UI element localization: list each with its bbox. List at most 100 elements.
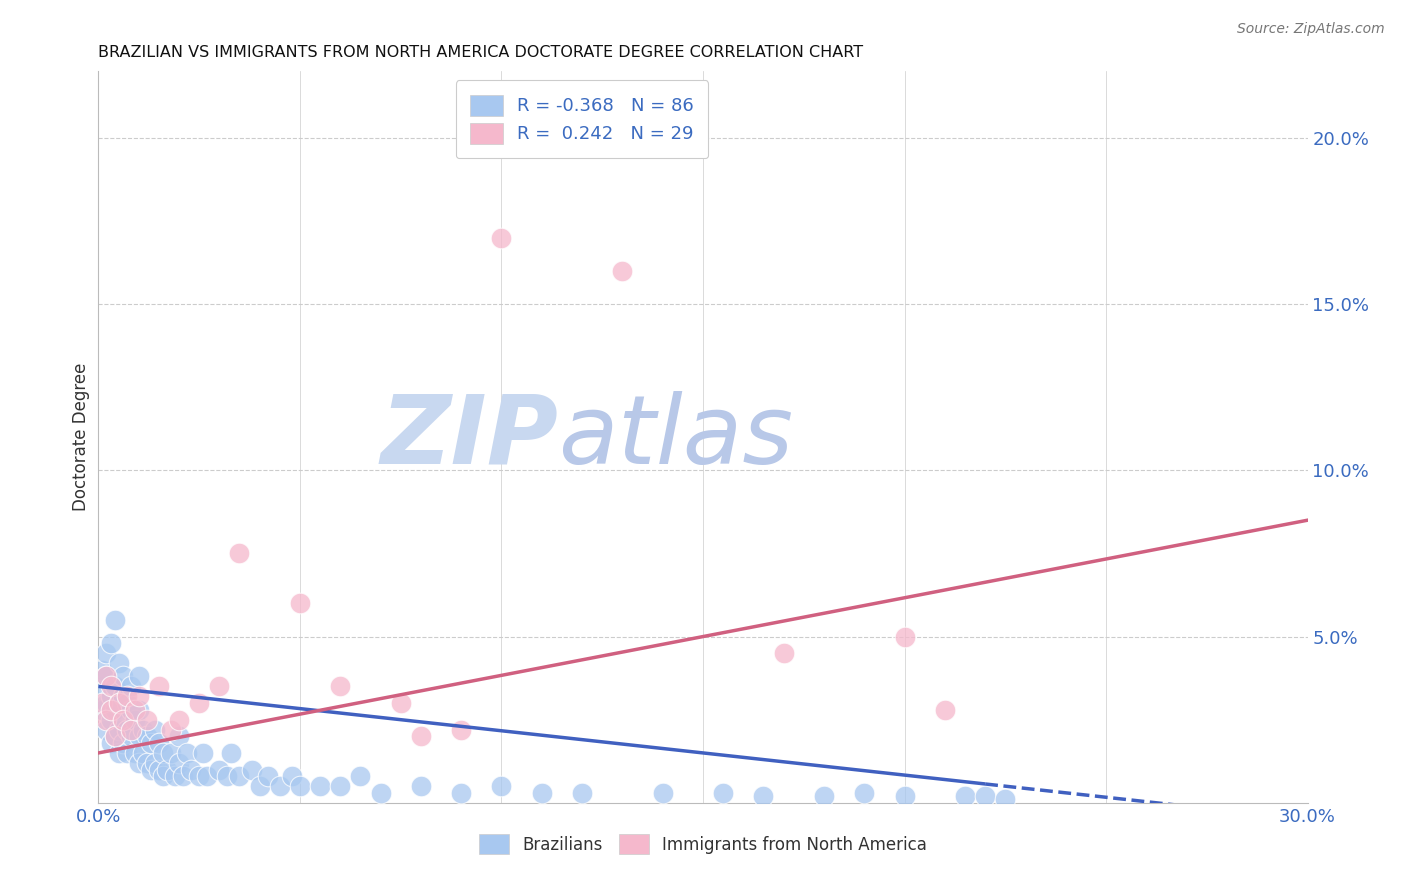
Point <box>128 690 150 704</box>
Point <box>91 663 114 677</box>
Point <box>148 680 170 694</box>
Point <box>124 703 146 717</box>
Point <box>329 680 352 694</box>
Point <box>107 746 129 760</box>
Point <box>329 779 352 793</box>
Point <box>100 736 122 750</box>
Point <box>176 746 198 760</box>
Point <box>193 746 215 760</box>
Point <box>188 696 211 710</box>
Point <box>208 680 231 694</box>
Point <box>156 763 179 777</box>
Point <box>612 264 634 278</box>
Point <box>711 786 734 800</box>
Point <box>148 736 170 750</box>
Text: Source: ZipAtlas.com: Source: ZipAtlas.com <box>1237 22 1385 37</box>
Point <box>120 729 142 743</box>
Point <box>139 763 162 777</box>
Point <box>953 789 976 804</box>
Point <box>934 703 956 717</box>
Point <box>111 736 134 750</box>
Point <box>288 596 311 610</box>
Point <box>772 646 794 660</box>
Point <box>96 646 118 660</box>
Point <box>103 680 125 694</box>
Point <box>96 669 118 683</box>
Point <box>853 786 876 800</box>
Point <box>217 769 239 783</box>
Point <box>115 690 138 704</box>
Point <box>571 786 593 800</box>
Point <box>135 729 157 743</box>
Point <box>103 613 125 627</box>
Point <box>91 696 114 710</box>
Point <box>128 703 150 717</box>
Point <box>96 696 118 710</box>
Point <box>167 729 190 743</box>
Point <box>370 786 392 800</box>
Point <box>103 729 125 743</box>
Point <box>389 696 412 710</box>
Point <box>111 669 134 683</box>
Point <box>128 729 150 743</box>
Text: atlas: atlas <box>558 391 793 483</box>
Point <box>124 746 146 760</box>
Point <box>115 696 138 710</box>
Point <box>409 729 432 743</box>
Point <box>208 763 231 777</box>
Point <box>91 703 114 717</box>
Point <box>120 723 142 737</box>
Text: ZIP: ZIP <box>380 391 558 483</box>
Point <box>256 769 278 783</box>
Point <box>228 546 250 560</box>
Y-axis label: Doctorate Degree: Doctorate Degree <box>72 363 90 511</box>
Point <box>167 713 190 727</box>
Point <box>100 690 122 704</box>
Point <box>813 789 835 804</box>
Point <box>96 723 118 737</box>
Point <box>188 769 211 783</box>
Point <box>893 789 915 804</box>
Point <box>228 769 250 783</box>
Point <box>96 669 118 683</box>
Point <box>107 723 129 737</box>
Point <box>107 696 129 710</box>
Point <box>240 763 263 777</box>
Point <box>409 779 432 793</box>
Point <box>172 769 194 783</box>
Point <box>160 723 183 737</box>
Point <box>143 723 166 737</box>
Point <box>651 786 673 800</box>
Point <box>450 723 472 737</box>
Point <box>148 763 170 777</box>
Point <box>135 756 157 770</box>
Point <box>100 680 122 694</box>
Point <box>288 779 311 793</box>
Point <box>107 656 129 670</box>
Point <box>450 786 472 800</box>
Point <box>163 769 186 783</box>
Point <box>132 746 155 760</box>
Point <box>100 713 122 727</box>
Point <box>269 779 291 793</box>
Point <box>100 636 122 650</box>
Point <box>152 746 174 760</box>
Point <box>120 703 142 717</box>
Point <box>994 792 1017 806</box>
Point <box>132 723 155 737</box>
Point <box>974 789 997 804</box>
Point <box>135 713 157 727</box>
Text: BRAZILIAN VS IMMIGRANTS FROM NORTH AMERICA DOCTORATE DEGREE CORRELATION CHART: BRAZILIAN VS IMMIGRANTS FROM NORTH AMERI… <box>98 45 863 61</box>
Point <box>530 786 553 800</box>
Point <box>128 756 150 770</box>
Point <box>143 756 166 770</box>
Point <box>120 680 142 694</box>
Point <box>91 680 114 694</box>
Point <box>167 756 190 770</box>
Point <box>96 713 118 727</box>
Point <box>124 713 146 727</box>
Point <box>491 779 513 793</box>
Point <box>115 746 138 760</box>
Point <box>100 703 122 717</box>
Point <box>103 729 125 743</box>
